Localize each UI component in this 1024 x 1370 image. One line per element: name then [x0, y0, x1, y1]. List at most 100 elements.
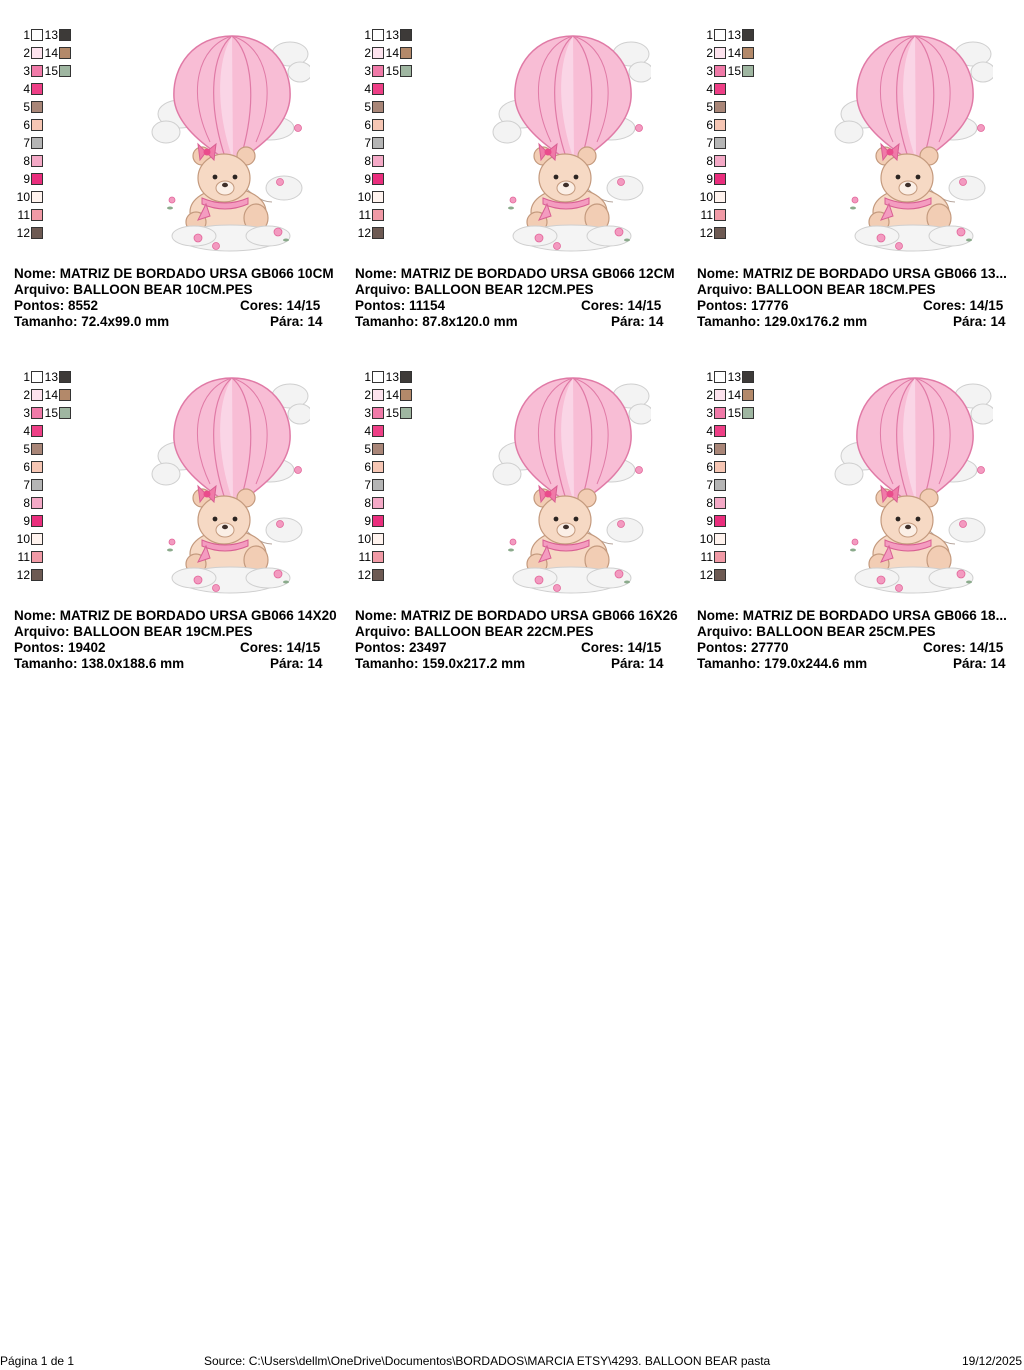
thread-color-item: 3 [355, 406, 384, 420]
para-value: 14 [990, 656, 1006, 671]
design-info: Nome: MATRIZ DE BORDADO URSA GB066 16X26… [355, 608, 697, 672]
pontos-label: Pontos: [14, 640, 65, 655]
thread-color-item: 10 [697, 190, 726, 204]
thread-swatch [714, 371, 726, 383]
thread-color-item: 5 [14, 100, 43, 114]
thread-number: 5 [23, 100, 30, 114]
thread-color-item: 8 [355, 154, 384, 168]
thread-swatch [31, 425, 43, 437]
thread-number: 2 [364, 46, 371, 60]
thread-color-item: 11 [355, 550, 384, 564]
nome-value: MATRIZ DE BORDADO URSA GB066 18... [742, 608, 1007, 623]
design-preview [491, 374, 654, 594]
pontos-value: 11154 [409, 298, 446, 313]
thread-color-item: 8 [697, 496, 726, 510]
thread-number: 12 [16, 226, 30, 240]
thread-swatch [372, 569, 384, 581]
thread-number: 5 [23, 442, 30, 456]
thread-swatch [714, 83, 726, 95]
thread-color-item: 8 [355, 496, 384, 510]
thread-color-item: 2 [355, 46, 384, 60]
para-label: Pára: [953, 656, 987, 671]
thread-number: 8 [364, 496, 371, 510]
pontos-label: Pontos: [697, 640, 748, 655]
thread-number: 2 [706, 388, 713, 402]
thread-swatch [742, 47, 754, 59]
thread-number: 10 [699, 190, 713, 204]
thread-swatch [59, 47, 71, 59]
tamanho-value: 159.0x217.2 mm [422, 656, 526, 671]
thread-number: 9 [23, 172, 30, 186]
cores-value: 14/15 [969, 640, 1004, 655]
thread-color-item: 3 [14, 406, 43, 420]
thread-color-item: 13 [383, 370, 412, 384]
arquivo-value: BALLOON BEAR 19CM.PES [73, 624, 253, 639]
thread-swatch [31, 461, 43, 473]
thread-color-item: 4 [14, 424, 43, 438]
thread-color-item: 6 [697, 460, 726, 474]
thread-swatch [400, 29, 412, 41]
thread-color-item: 12 [355, 226, 384, 240]
thread-swatch [714, 101, 726, 113]
thread-color-item: 11 [355, 208, 384, 222]
thread-swatch [31, 29, 43, 41]
thread-number: 9 [23, 514, 30, 528]
thread-number: 5 [364, 442, 371, 456]
cores-field: Cores: 14/15 [240, 640, 320, 656]
thread-color-item: 1 [355, 370, 384, 384]
cores-field: Cores: 14/15 [581, 298, 661, 314]
thread-number: 14 [44, 388, 58, 402]
thread-color-item: 3 [355, 64, 384, 78]
para-value: 14 [307, 656, 323, 671]
thread-number: 4 [706, 424, 713, 438]
thread-number: 1 [706, 28, 713, 42]
thread-number: 6 [364, 118, 371, 132]
design-preview [833, 374, 996, 594]
design-info: Nome: MATRIZ DE BORDADO URSA GB066 10CM A… [14, 266, 356, 330]
thread-color-item: 1 [355, 28, 384, 42]
thread-swatch [714, 227, 726, 239]
thread-number: 12 [357, 226, 371, 240]
thread-swatch [372, 389, 384, 401]
arquivo-value: BALLOON BEAR 12CM.PES [414, 282, 594, 297]
nome-row: Nome: MATRIZ DE BORDADO URSA GB066 10CM [14, 266, 356, 282]
thread-number: 12 [699, 226, 713, 240]
thread-color-item: 13 [383, 28, 412, 42]
arquivo-label: Arquivo: [697, 624, 753, 639]
cores-label: Cores: [923, 640, 966, 655]
thread-number: 5 [364, 100, 371, 114]
thread-color-item: 2 [697, 46, 726, 60]
arquivo-label: Arquivo: [355, 282, 411, 297]
thread-swatch [372, 497, 384, 509]
arquivo-value: BALLOON BEAR 25CM.PES [756, 624, 936, 639]
thread-swatch [714, 425, 726, 437]
thread-color-item: 8 [14, 496, 43, 510]
design-card: 1 2 3 4 5 6 7 8 9 10 11 12 13 14 15 [14, 370, 356, 690]
thread-swatch [372, 47, 384, 59]
thread-swatch [372, 227, 384, 239]
balloon-bear-embroidery-image [492, 377, 654, 594]
nome-row: Nome: MATRIZ DE BORDADO URSA GB066 12CM [355, 266, 697, 282]
cores-field: Cores: 14/15 [923, 640, 1003, 656]
para-label: Pára: [611, 656, 645, 671]
thread-swatch [400, 389, 412, 401]
cores-field: Cores: 14/15 [923, 298, 1003, 314]
thread-swatch [372, 65, 384, 77]
thread-color-item: 13 [725, 370, 754, 384]
thread-number: 9 [706, 514, 713, 528]
thread-number: 15 [727, 64, 741, 78]
thread-color-item: 7 [355, 478, 384, 492]
thread-swatch [31, 443, 43, 455]
para-field: Pára: 14 [270, 314, 323, 330]
tamanho-label: Tamanho: [355, 314, 419, 329]
balloon-bear-embroidery-image [492, 35, 654, 252]
para-value: 14 [990, 314, 1006, 329]
thread-swatch [714, 389, 726, 401]
thread-color-item: 4 [355, 424, 384, 438]
thread-color-item: 6 [14, 118, 43, 132]
thread-swatch [742, 407, 754, 419]
thread-number: 14 [727, 46, 741, 60]
thread-number: 11 [700, 550, 713, 564]
thread-color-item: 9 [355, 172, 384, 186]
thread-swatch [372, 533, 384, 545]
